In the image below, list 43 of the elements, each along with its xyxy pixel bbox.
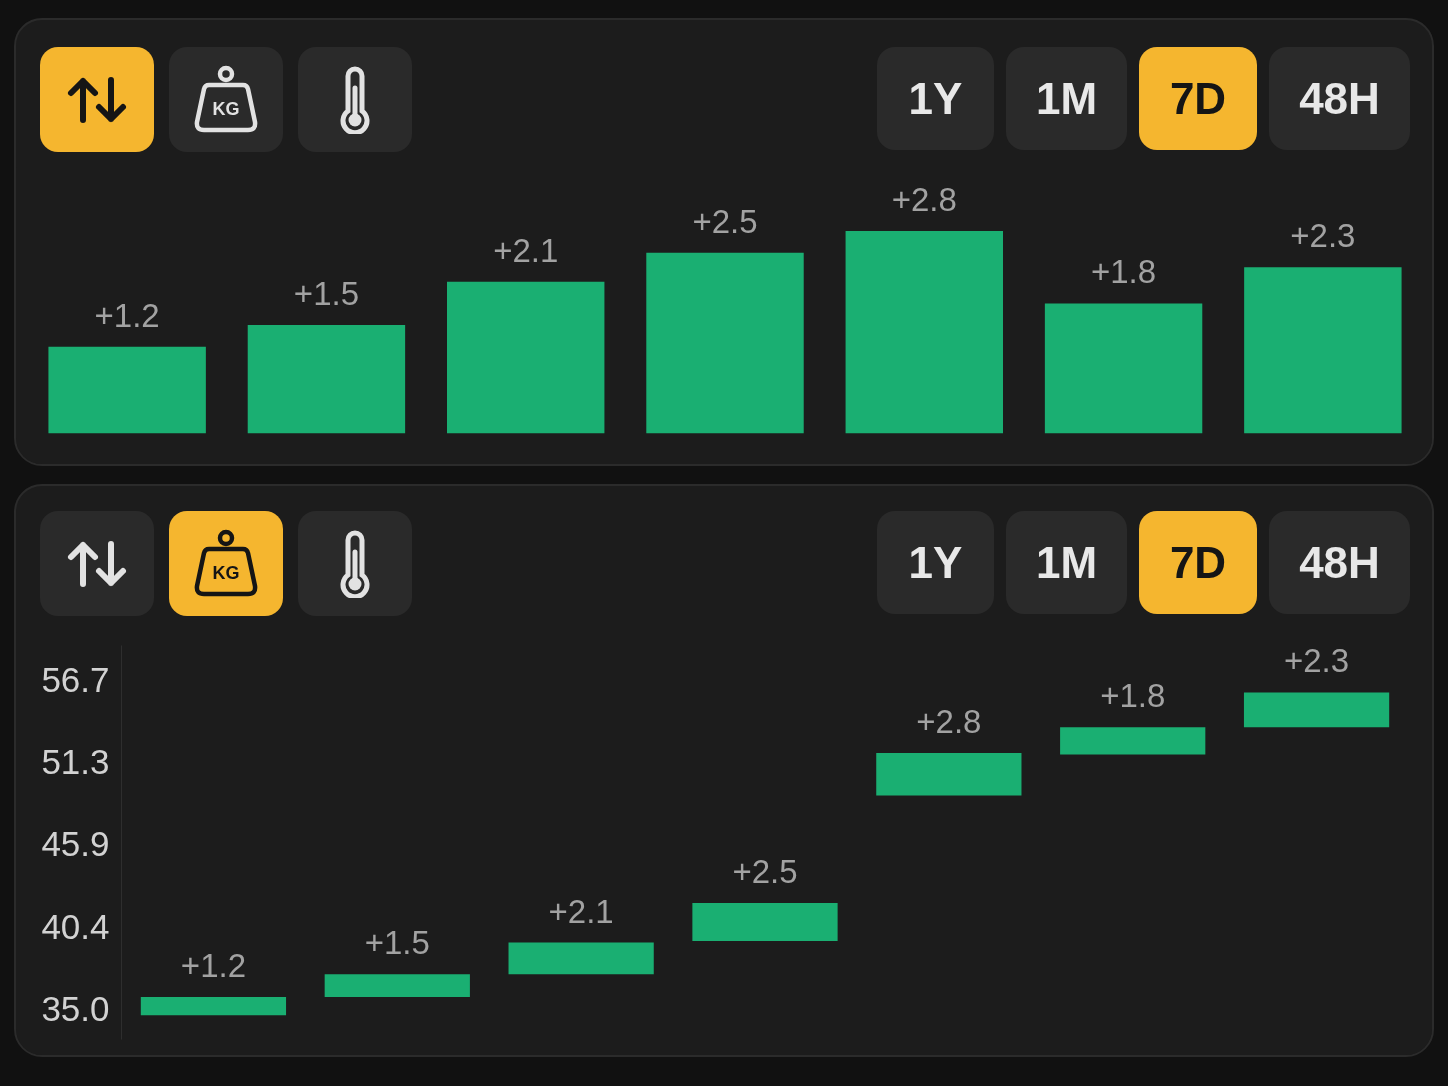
data-label: +1.2 — [180, 947, 247, 985]
icon-weight: KG — [192, 64, 260, 135]
button-time-range: 1M — [1006, 47, 1127, 150]
data-label: +2.8 — [891, 181, 957, 219]
y-tick-label: 45.9 — [41, 824, 110, 864]
bar — [692, 903, 838, 941]
button-time-range: 1Y — [877, 511, 994, 614]
button-time-range: 1Y — [877, 47, 994, 150]
data-label: +1.5 — [293, 275, 360, 313]
bar — [447, 281, 605, 434]
data-label: +2.3 — [1290, 217, 1356, 255]
data-label: +2.5 — [732, 853, 798, 891]
button-time-range: 48H — [1269, 47, 1410, 150]
bar — [48, 346, 206, 434]
data-label: +1.5 — [364, 924, 430, 962]
button-time-range: 48H — [1269, 511, 1410, 614]
button-time-range: 7D — [1139, 47, 1257, 150]
bar — [1244, 267, 1402, 434]
y-tick-label: 40.4 — [41, 907, 110, 947]
data-label: +2.1 — [548, 892, 614, 930]
bar — [876, 753, 1022, 796]
data-label: +1.2 — [94, 296, 160, 334]
bar — [1060, 727, 1206, 755]
y-tick-label: 35.0 — [41, 989, 110, 1029]
button-time-range: 1M — [1006, 511, 1127, 614]
data-label: +2.3 — [1284, 642, 1350, 680]
bar — [1044, 303, 1203, 434]
bar — [140, 997, 287, 1016]
bar — [247, 325, 406, 434]
icon-weight: KG — [192, 528, 260, 599]
data-label: +2.5 — [692, 202, 758, 240]
y-tick-label: 51.3 — [41, 742, 110, 782]
bar — [845, 231, 1003, 434]
y-tick-label: 56.7 — [41, 660, 110, 700]
data-label: +1.8 — [1091, 253, 1157, 291]
bar — [508, 942, 654, 975]
bar — [1243, 692, 1390, 728]
bar — [324, 974, 470, 998]
data-label: +1.8 — [1100, 677, 1166, 715]
button-time-range: 7D — [1139, 511, 1257, 614]
bar — [646, 252, 804, 434]
data-label: +2.1 — [493, 231, 559, 269]
data-label: +2.8 — [916, 703, 982, 741]
